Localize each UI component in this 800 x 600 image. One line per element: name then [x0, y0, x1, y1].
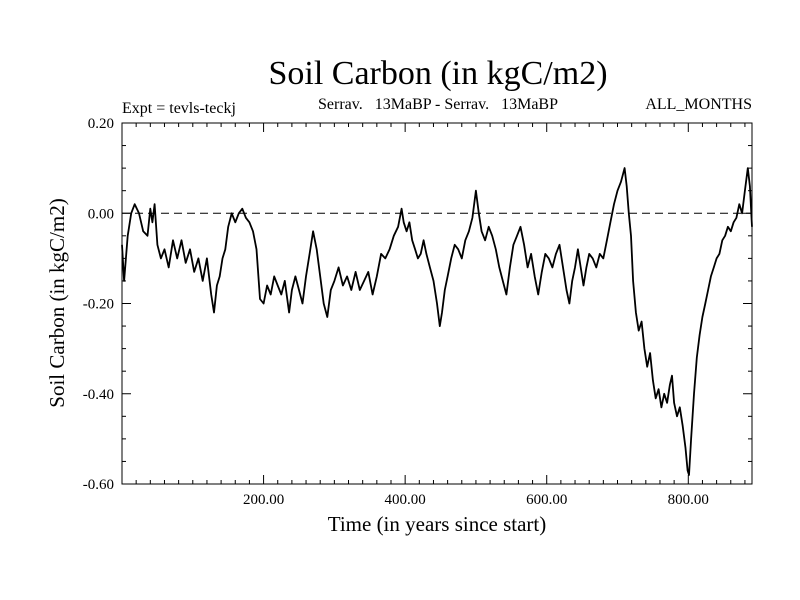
- y-tick-label: -0.60: [83, 477, 114, 493]
- y-tick-label: 0.00: [88, 206, 114, 222]
- experiment-comparison-label: Serrav. 13MaBP - Serrav. 13MaBP: [318, 96, 558, 113]
- x-tick-label: 600.00: [526, 492, 567, 508]
- x-axis-label: Time (in years since start): [328, 512, 547, 536]
- soil-carbon-series-line: [121, 167, 753, 476]
- y-axis-label: Soil Carbon (in kgC/m2): [45, 198, 69, 407]
- experiment-label: Expt = tevls-teckj: [122, 100, 236, 117]
- y-tick-label: -0.40: [83, 387, 114, 403]
- y-tick-label: 0.20: [88, 116, 114, 132]
- axis-tick-labels: 200.00 400.00 600.00 800.00 0.20 0.00 -0.20 -0.…: [83, 116, 709, 508]
- x-tick-label: 200.00: [243, 492, 284, 508]
- y-tick-label: -0.20: [83, 297, 114, 313]
- axis-ticks: [122, 122, 752, 485]
- x-tick-label: 800.00: [668, 492, 709, 508]
- months-label: ALL_MONTHS: [645, 96, 752, 113]
- chart-title: Soil Carbon (in kgC/m2): [268, 55, 607, 92]
- x-tick-label: 400.00: [385, 492, 426, 508]
